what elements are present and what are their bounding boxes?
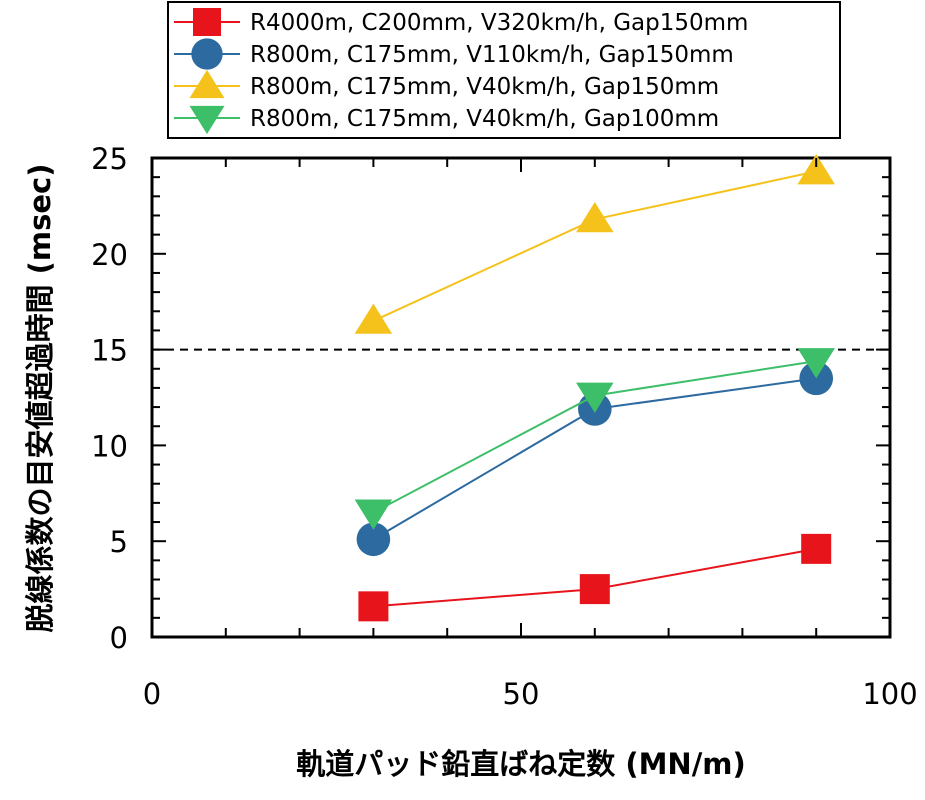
- x-tick-label: 50: [503, 677, 540, 711]
- x-tick-label: 100: [862, 677, 917, 711]
- plot-frame: [150, 156, 892, 639]
- data-point: [356, 522, 391, 557]
- series-layer: [354, 154, 835, 622]
- data-point: [801, 533, 832, 564]
- y-tick-label: 15: [91, 334, 128, 368]
- legend-label: R4000m, C200mm, V320km/h, Gap150mm: [250, 10, 748, 36]
- legend-label: R800m, C175mm, V110km/h, Gap150mm: [250, 42, 734, 68]
- series-4: [354, 348, 835, 530]
- legend-item: R800m, C175mm, V40km/h, Gap100mm: [174, 105, 719, 135]
- y-tick-label: 0: [110, 621, 128, 655]
- data-point: [358, 591, 389, 622]
- x-tick-label: 0: [143, 677, 161, 711]
- y-tick-label: 20: [91, 238, 128, 272]
- data-point: [579, 574, 610, 605]
- data-point: [797, 348, 835, 379]
- legend-label: R800m, C175mm, V40km/h, Gap100mm: [250, 106, 719, 132]
- data-point: [354, 499, 393, 530]
- legend-label: R800m, C175mm, V40km/h, Gap150mm: [250, 74, 719, 100]
- plot-area: [150, 156, 892, 639]
- data-point: [797, 154, 835, 185]
- axes-layer: 0 50 100 0 5 10 15 20 25: [91, 142, 918, 711]
- series-line: [372, 170, 817, 322]
- series-1: [358, 533, 832, 622]
- y-axis-title: 脱線係数の目安値超過時間 (msec): [23, 164, 57, 633]
- x-axis-title: 軌道パッド鉛直ばね定数 (MN/m): [296, 747, 746, 781]
- legend-marker: [191, 38, 223, 70]
- y-tick-label: 5: [110, 525, 128, 559]
- legend-marker: [193, 8, 221, 36]
- legend-item: R800m, C175mm, V40km/h, Gap150mm: [174, 69, 719, 100]
- legend-marker: [189, 105, 225, 135]
- legend-marker: [189, 69, 225, 99]
- legend-item: R800m, C175mm, V110km/h, Gap150mm: [174, 38, 734, 70]
- legend-item: R4000m, C200mm, V320km/h, Gap150mm: [174, 8, 748, 36]
- legend: R4000m, C200mm, V320km/h, Gap150mm R800m,…: [167, 1, 841, 139]
- series-3: [354, 154, 835, 334]
- y-tick-label: 10: [91, 429, 128, 463]
- data-point: [354, 303, 393, 334]
- y-tick-label: 25: [91, 142, 128, 176]
- data-point: [576, 382, 614, 413]
- data-point: [576, 202, 614, 233]
- legend-box: [167, 1, 841, 139]
